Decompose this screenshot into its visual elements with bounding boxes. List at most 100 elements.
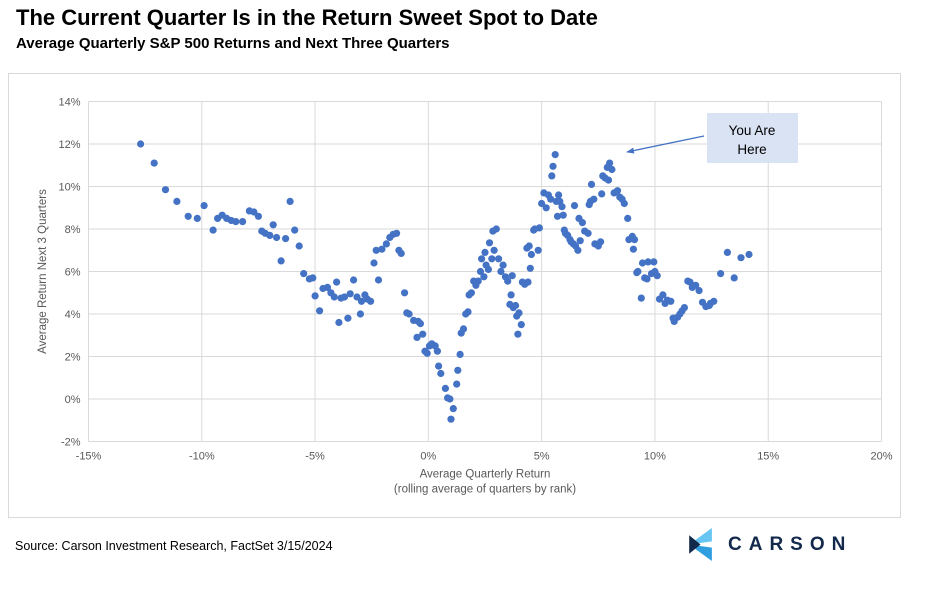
data-point [590,195,598,203]
y-tick-label: 6% [65,267,81,279]
data-point [367,297,375,305]
data-point [526,264,534,272]
data-point [300,270,308,278]
data-point [717,270,725,278]
data-point [433,347,441,355]
data-point [372,246,380,254]
data-point [534,246,542,254]
data-point [504,277,512,285]
y-tick-label: 14% [58,97,80,109]
data-point [555,191,563,199]
data-point [584,229,592,237]
data-point [193,214,201,222]
data-point [667,297,675,305]
data-point [309,274,317,282]
data-point [335,318,343,327]
data-point [447,415,455,423]
data-point [553,212,562,220]
data-point [597,238,605,246]
y-tick-label: 10% [58,182,80,194]
data-point [613,187,622,195]
data-point [508,272,516,280]
x-tick-label: -10% [189,451,215,463]
data-point [454,366,462,374]
you-are-here-arrow [626,135,705,154]
data-point [446,395,454,403]
data-point [692,281,700,289]
data-point [507,291,515,299]
data-point [548,172,556,180]
data-point [374,276,383,284]
data-point [254,212,262,220]
data-point [474,277,482,285]
data-point [485,239,494,247]
data-point [497,267,505,276]
data-point [378,245,386,253]
data-point [291,226,299,234]
data-point [680,304,689,312]
data-point [638,259,647,267]
data-point [730,274,738,282]
data-point [266,231,274,239]
data-point [574,246,582,254]
data-point [624,214,632,222]
x-axis-title: Average Quarterly Return [420,469,551,481]
data-point [478,255,486,263]
data-point [558,203,566,211]
data-point [333,278,341,286]
data-point [419,330,427,338]
data-point [525,242,533,250]
data-point [397,249,405,257]
data-point [514,330,522,338]
data-point [330,293,338,301]
data-point [476,267,485,276]
data-point [467,289,475,297]
logo-left-triangle [689,535,701,554]
data-point [459,325,468,333]
carson-logo: CARSON [687,528,852,561]
x-tick-label: 0% [420,451,436,463]
carson-logo-mark-icon [689,528,712,561]
data-point [282,235,290,243]
data-point [659,291,667,299]
data-point [273,233,281,242]
data-point [416,320,424,328]
y-tick-label: 12% [58,139,80,151]
data-point [695,287,703,295]
data-point [173,197,181,205]
data-point [570,202,579,210]
you-are-here-label-line1: You Are [729,123,776,138]
data-point [653,272,661,280]
data-point [340,293,349,301]
data-point [481,248,489,256]
data-point [269,221,277,229]
data-point [184,212,192,220]
chart-subtitle: Average Quarterly S&P 500 Returns and Ne… [16,35,450,52]
data-point [200,202,208,210]
chart-frame: -2% 0% 2% 4% 6% 8% 10% 12% 14% -15% -10% -5% 0% 5% 10%… [8,73,901,518]
data-point [535,224,544,232]
x-tick-label: 10% [644,451,666,463]
data-point [435,362,443,370]
data-point [517,321,525,329]
y-tick-label: 8% [65,224,81,236]
data-point [606,159,614,167]
data-point [551,151,559,159]
data-point [449,405,457,413]
data-point [150,159,158,167]
chart-title: The Current Quarter Is in the Return Swe… [16,5,598,30]
data-point [277,257,285,265]
data-point [620,199,628,208]
data-point [723,248,732,256]
data-point [250,208,258,216]
data-point [527,250,536,259]
data-point [499,261,507,269]
y-tick-label: 2% [65,352,81,364]
data-point [637,294,645,302]
data-point [370,259,378,267]
data-point [323,283,332,291]
data-point [357,297,366,305]
x-axis-subtitle: (rolling average of quarters by rank) [394,484,576,496]
data-point [161,186,170,194]
